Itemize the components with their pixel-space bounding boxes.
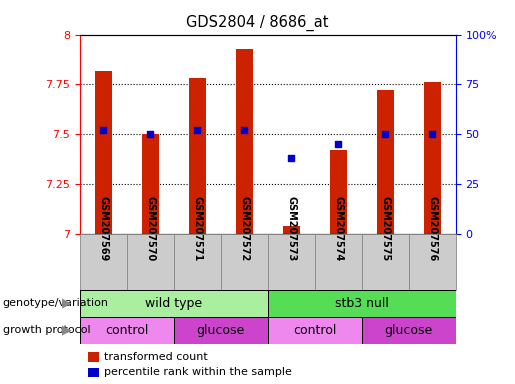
Text: GDS2804 / 8686_at: GDS2804 / 8686_at	[186, 15, 329, 31]
Bar	[174, 317, 268, 344]
Text: GSM207571: GSM207571	[192, 196, 202, 261]
Point	[146, 131, 154, 137]
Text: growth protocol: growth protocol	[3, 325, 90, 335]
Text: glucose: glucose	[385, 324, 433, 337]
Text: GSM207570: GSM207570	[145, 196, 156, 261]
Bar	[80, 234, 127, 290]
Bar	[142, 134, 159, 234]
Point	[240, 127, 248, 134]
Text: genotype/variation: genotype/variation	[3, 298, 109, 308]
Bar	[424, 83, 440, 234]
Bar	[127, 234, 174, 290]
Text: control: control	[293, 324, 336, 337]
Bar	[330, 151, 347, 234]
Text: percentile rank within the sample: percentile rank within the sample	[104, 367, 292, 377]
Point	[381, 131, 389, 137]
Text: GSM207572: GSM207572	[239, 196, 249, 261]
Text: GSM207574: GSM207574	[333, 196, 344, 261]
Bar	[189, 78, 205, 234]
Bar	[221, 234, 268, 290]
Text: ▶: ▶	[62, 324, 72, 337]
Bar	[409, 234, 456, 290]
Text: control: control	[105, 324, 148, 337]
Bar	[377, 91, 393, 234]
Bar	[95, 71, 112, 234]
Bar	[362, 317, 456, 344]
Bar	[268, 317, 362, 344]
Bar	[268, 290, 456, 317]
Text: stb3 null: stb3 null	[335, 297, 389, 310]
Text: GSM207576: GSM207576	[427, 196, 437, 261]
Text: ▶: ▶	[62, 297, 72, 310]
Bar	[88, 353, 99, 362]
Bar	[174, 234, 221, 290]
Text: transformed count: transformed count	[104, 352, 208, 362]
Point	[193, 127, 201, 134]
Point	[334, 141, 342, 147]
Point	[99, 127, 108, 134]
Text: glucose: glucose	[197, 324, 245, 337]
Point	[428, 131, 436, 137]
Text: GSM207573: GSM207573	[286, 196, 296, 261]
Bar	[80, 290, 268, 317]
Text: GSM207575: GSM207575	[380, 196, 390, 261]
Bar	[236, 48, 252, 234]
Text: GSM207569: GSM207569	[98, 196, 108, 261]
Text: wild type: wild type	[145, 297, 202, 310]
Bar	[88, 368, 99, 377]
Bar	[268, 234, 315, 290]
Bar	[362, 234, 409, 290]
Bar	[283, 226, 300, 234]
Point	[287, 155, 296, 161]
Bar	[315, 234, 362, 290]
Bar	[80, 317, 174, 344]
